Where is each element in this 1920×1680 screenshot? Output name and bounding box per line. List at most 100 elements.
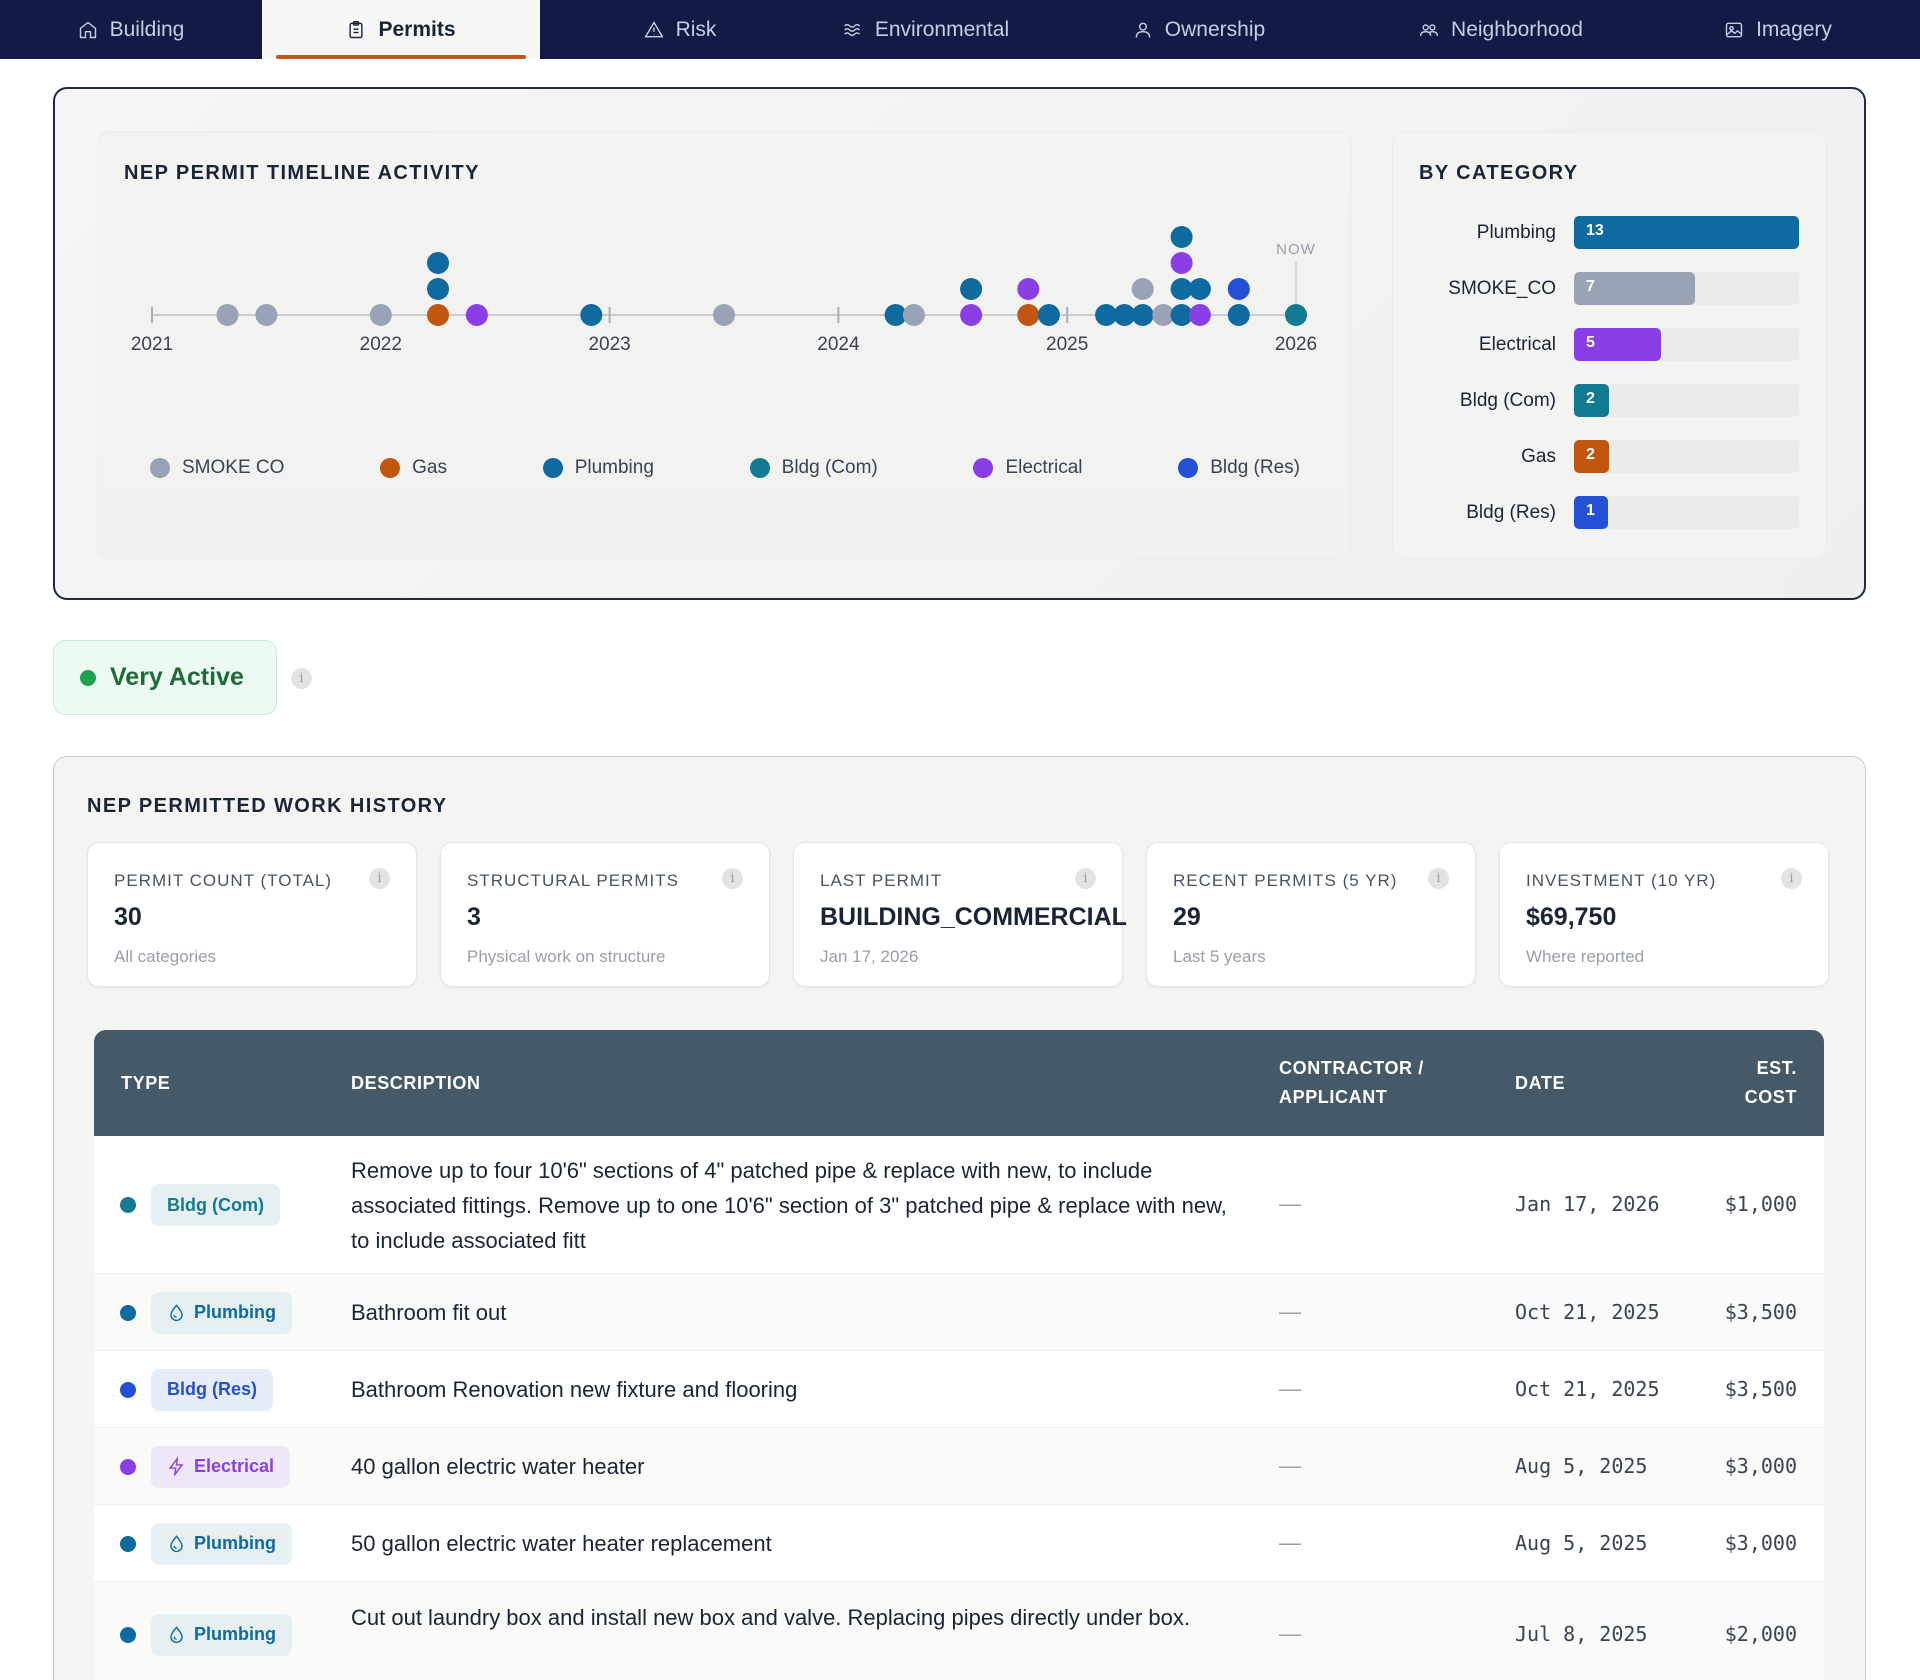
timeline-point-plumbing[interactable]	[580, 304, 603, 326]
tab-neighborhood[interactable]: Neighborhood	[1366, 0, 1636, 59]
timeline-point-plumbing[interactable]	[1227, 304, 1250, 326]
category-label: Plumbing	[1476, 222, 1556, 243]
timeline-point-smoke-co[interactable]	[1131, 278, 1154, 300]
legend-item[interactable]: Electrical	[973, 457, 1083, 479]
timeline-point-smoke-co[interactable]	[255, 304, 278, 326]
timeline-point-plumbing[interactable]	[1131, 304, 1154, 326]
timeline-point-plumbing[interactable]	[1170, 226, 1193, 248]
legend-item[interactable]: Gas	[380, 457, 447, 479]
timeline-point-bldg-res[interactable]	[1227, 278, 1250, 300]
row-cost: $1,000	[1724, 1192, 1797, 1216]
metric-info-icon[interactable]: i	[722, 868, 743, 889]
tab-ownership[interactable]: Ownership	[1032, 0, 1366, 59]
timeline-point-plumbing[interactable]	[427, 252, 449, 274]
table-row[interactable]: Bldg (Com) Remove up to four 10'6" sectio…	[94, 1136, 1824, 1274]
type-pill: Bldg (Com)	[151, 1184, 280, 1226]
timeline-point-plumbing[interactable]	[1037, 304, 1060, 326]
timeline-point-electrical[interactable]	[465, 304, 488, 326]
metric-value: $69,750	[1526, 903, 1617, 931]
legend-item[interactable]: Bldg (Com)	[749, 457, 878, 479]
metric-info-icon[interactable]: i	[1075, 868, 1096, 889]
metric-info-icon[interactable]: i	[369, 868, 390, 889]
tab-building[interactable]: Building	[0, 0, 262, 59]
year-tick-label: 2022	[360, 334, 402, 355]
legend-item[interactable]: SMOKE CO	[150, 457, 284, 479]
timeline-point-electrical[interactable]	[1017, 278, 1040, 300]
legend-item[interactable]: Plumbing	[542, 457, 654, 479]
row-cost: $3,000	[1724, 1530, 1797, 1555]
column-header-cost[interactable]: EST. COST	[1745, 1054, 1797, 1112]
legend-swatch	[749, 458, 770, 478]
legend-label: Bldg (Res)	[1210, 457, 1300, 478]
row-contractor: —	[1279, 1375, 1301, 1401]
table-row[interactable]: Electrical 40 gallon electric water heate…	[94, 1428, 1824, 1505]
activity-badge: Very Active	[53, 640, 277, 715]
tab-environmental[interactable]: Environmental	[820, 0, 1032, 59]
timeline-point-smoke-co[interactable]	[216, 304, 239, 326]
timeline-point-plumbing[interactable]	[960, 278, 983, 300]
timeline-point-plumbing[interactable]	[884, 304, 907, 326]
category-count: 13	[1586, 222, 1604, 239]
timeline-point-plumbing[interactable]	[1095, 304, 1118, 326]
table-row[interactable]: Plumbing Bathroom fit out — Oct 21, 2025 $3,…	[94, 1274, 1824, 1351]
table-row[interactable]: Plumbing 50 gallon electric water heater …	[94, 1505, 1824, 1582]
row-category-dot	[120, 1458, 136, 1475]
tab-permits[interactable]: Permits	[262, 0, 540, 59]
row-description: 50 gallon electric water heater replacem…	[351, 1531, 772, 1556]
column-header-type[interactable]: TYPE	[121, 1073, 171, 1093]
row-category-dot	[120, 1197, 136, 1213]
column-header-contractor[interactable]: CONTRACTOR / APPLICANT	[1279, 1054, 1424, 1112]
legend-item[interactable]: Bldg (Res)	[1178, 457, 1300, 479]
timeline-point-smoke-co[interactable]	[369, 304, 392, 326]
table-body: Bldg (Com) Remove up to four 10'6" sectio…	[94, 1136, 1824, 1680]
metric-card: PERMIT COUNT (TOTAL) i 30 All categories	[87, 842, 417, 987]
waves-icon	[844, 23, 861, 36]
category-bar[interactable]: 13	[1574, 216, 1799, 249]
timeline-point-electrical[interactable]	[1170, 252, 1193, 274]
category-track: 13	[1574, 216, 1799, 249]
column-header-date[interactable]: DATE	[1515, 1073, 1566, 1093]
column-header-description[interactable]: DESCRIPTION	[351, 1073, 481, 1093]
timeline-point-plumbing[interactable]	[1170, 304, 1193, 326]
category-bar[interactable]: 7	[1574, 272, 1696, 305]
metric-card: STRUCTURAL PERMITS i 3 Physical work on str…	[440, 842, 770, 987]
timeline-point-bldg-com[interactable]	[1285, 304, 1307, 326]
legend-label: Gas	[412, 457, 447, 478]
timeline-point-plumbing[interactable]	[427, 278, 449, 300]
legend-label: Bldg (Com)	[781, 457, 878, 478]
timeline-point-plumbing[interactable]	[1188, 278, 1211, 300]
tab-imagery[interactable]: Imagery	[1636, 0, 1920, 59]
timeline-point-plumbing[interactable]	[1113, 304, 1136, 326]
timeline-point-plumbing[interactable]	[1170, 278, 1193, 300]
people-icon	[1419, 23, 1439, 36]
timeline-point-electrical[interactable]	[1188, 304, 1211, 326]
year-tick-label: 2023	[588, 334, 630, 355]
timeline-point-smoke-co[interactable]	[902, 304, 925, 326]
row-description: Bathroom fit out	[351, 1300, 507, 1325]
metric-label: INVESTMENT (10 YR)	[1526, 871, 1717, 890]
timeline-point-gas[interactable]	[427, 304, 449, 326]
row-cost: $3,500	[1724, 1376, 1797, 1401]
category-bar[interactable]: 5	[1574, 328, 1661, 361]
tab-label: Neighborhood	[1451, 17, 1583, 41]
table-row[interactable]: Bldg (Res) Bathroom Renovation new fixtur…	[94, 1351, 1824, 1428]
timeline-point-gas[interactable]	[1017, 304, 1040, 326]
activity-info-icon[interactable]: i	[291, 668, 312, 689]
activity-label: Very Active	[110, 663, 244, 691]
row-description: Remove up to four 10'6" sections of 4" p…	[351, 1157, 1227, 1253]
metric-info-icon[interactable]: i	[1428, 868, 1449, 889]
timeline-point-electrical[interactable]	[960, 304, 983, 326]
row-category-dot	[120, 1304, 136, 1321]
table-row[interactable]: Plumbing Cut out laundry box and install …	[94, 1582, 1824, 1680]
category-bar[interactable]: 2	[1574, 440, 1609, 473]
by-category-title: BY CATEGORY	[1419, 162, 1579, 184]
timeline-point-smoke-co[interactable]	[1152, 304, 1175, 326]
category-count: 2	[1586, 390, 1595, 407]
tab-risk[interactable]: Risk	[540, 0, 820, 59]
category-bar[interactable]: 2	[1574, 384, 1609, 417]
permit-overview-panel: NEP PERMIT TIMELINE ACTIVITY 2021 2022 202…	[53, 87, 1866, 600]
legend-swatch	[150, 458, 170, 478]
timeline-point-smoke-co[interactable]	[713, 304, 735, 326]
metric-info-icon[interactable]: i	[1781, 868, 1802, 889]
category-bar[interactable]: 1	[1574, 496, 1608, 529]
